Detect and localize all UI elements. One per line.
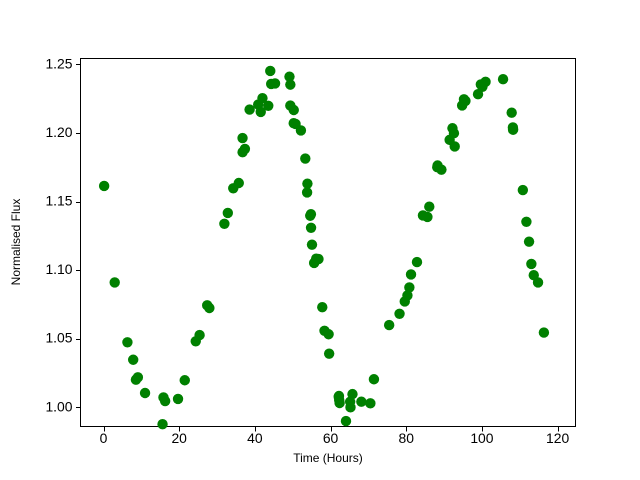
svg-text:20: 20	[171, 430, 187, 446]
svg-text:1.25: 1.25	[45, 55, 72, 71]
svg-text:100: 100	[470, 430, 493, 446]
svg-text:1.05: 1.05	[45, 330, 72, 346]
svg-text:40: 40	[247, 430, 263, 446]
svg-text:120: 120	[546, 430, 569, 446]
svg-text:60: 60	[323, 430, 339, 446]
svg-text:0: 0	[100, 430, 108, 446]
svg-text:80: 80	[399, 430, 415, 446]
svg-text:1.15: 1.15	[45, 193, 72, 209]
svg-text:1.20: 1.20	[45, 124, 72, 140]
svg-text:1.10: 1.10	[45, 261, 72, 277]
svg-text:Normalised Flux: Normalised Flux	[9, 199, 23, 286]
svg-text:Time (Hours): Time (Hours)	[293, 451, 363, 465]
svg-text:1.00: 1.00	[45, 398, 72, 414]
